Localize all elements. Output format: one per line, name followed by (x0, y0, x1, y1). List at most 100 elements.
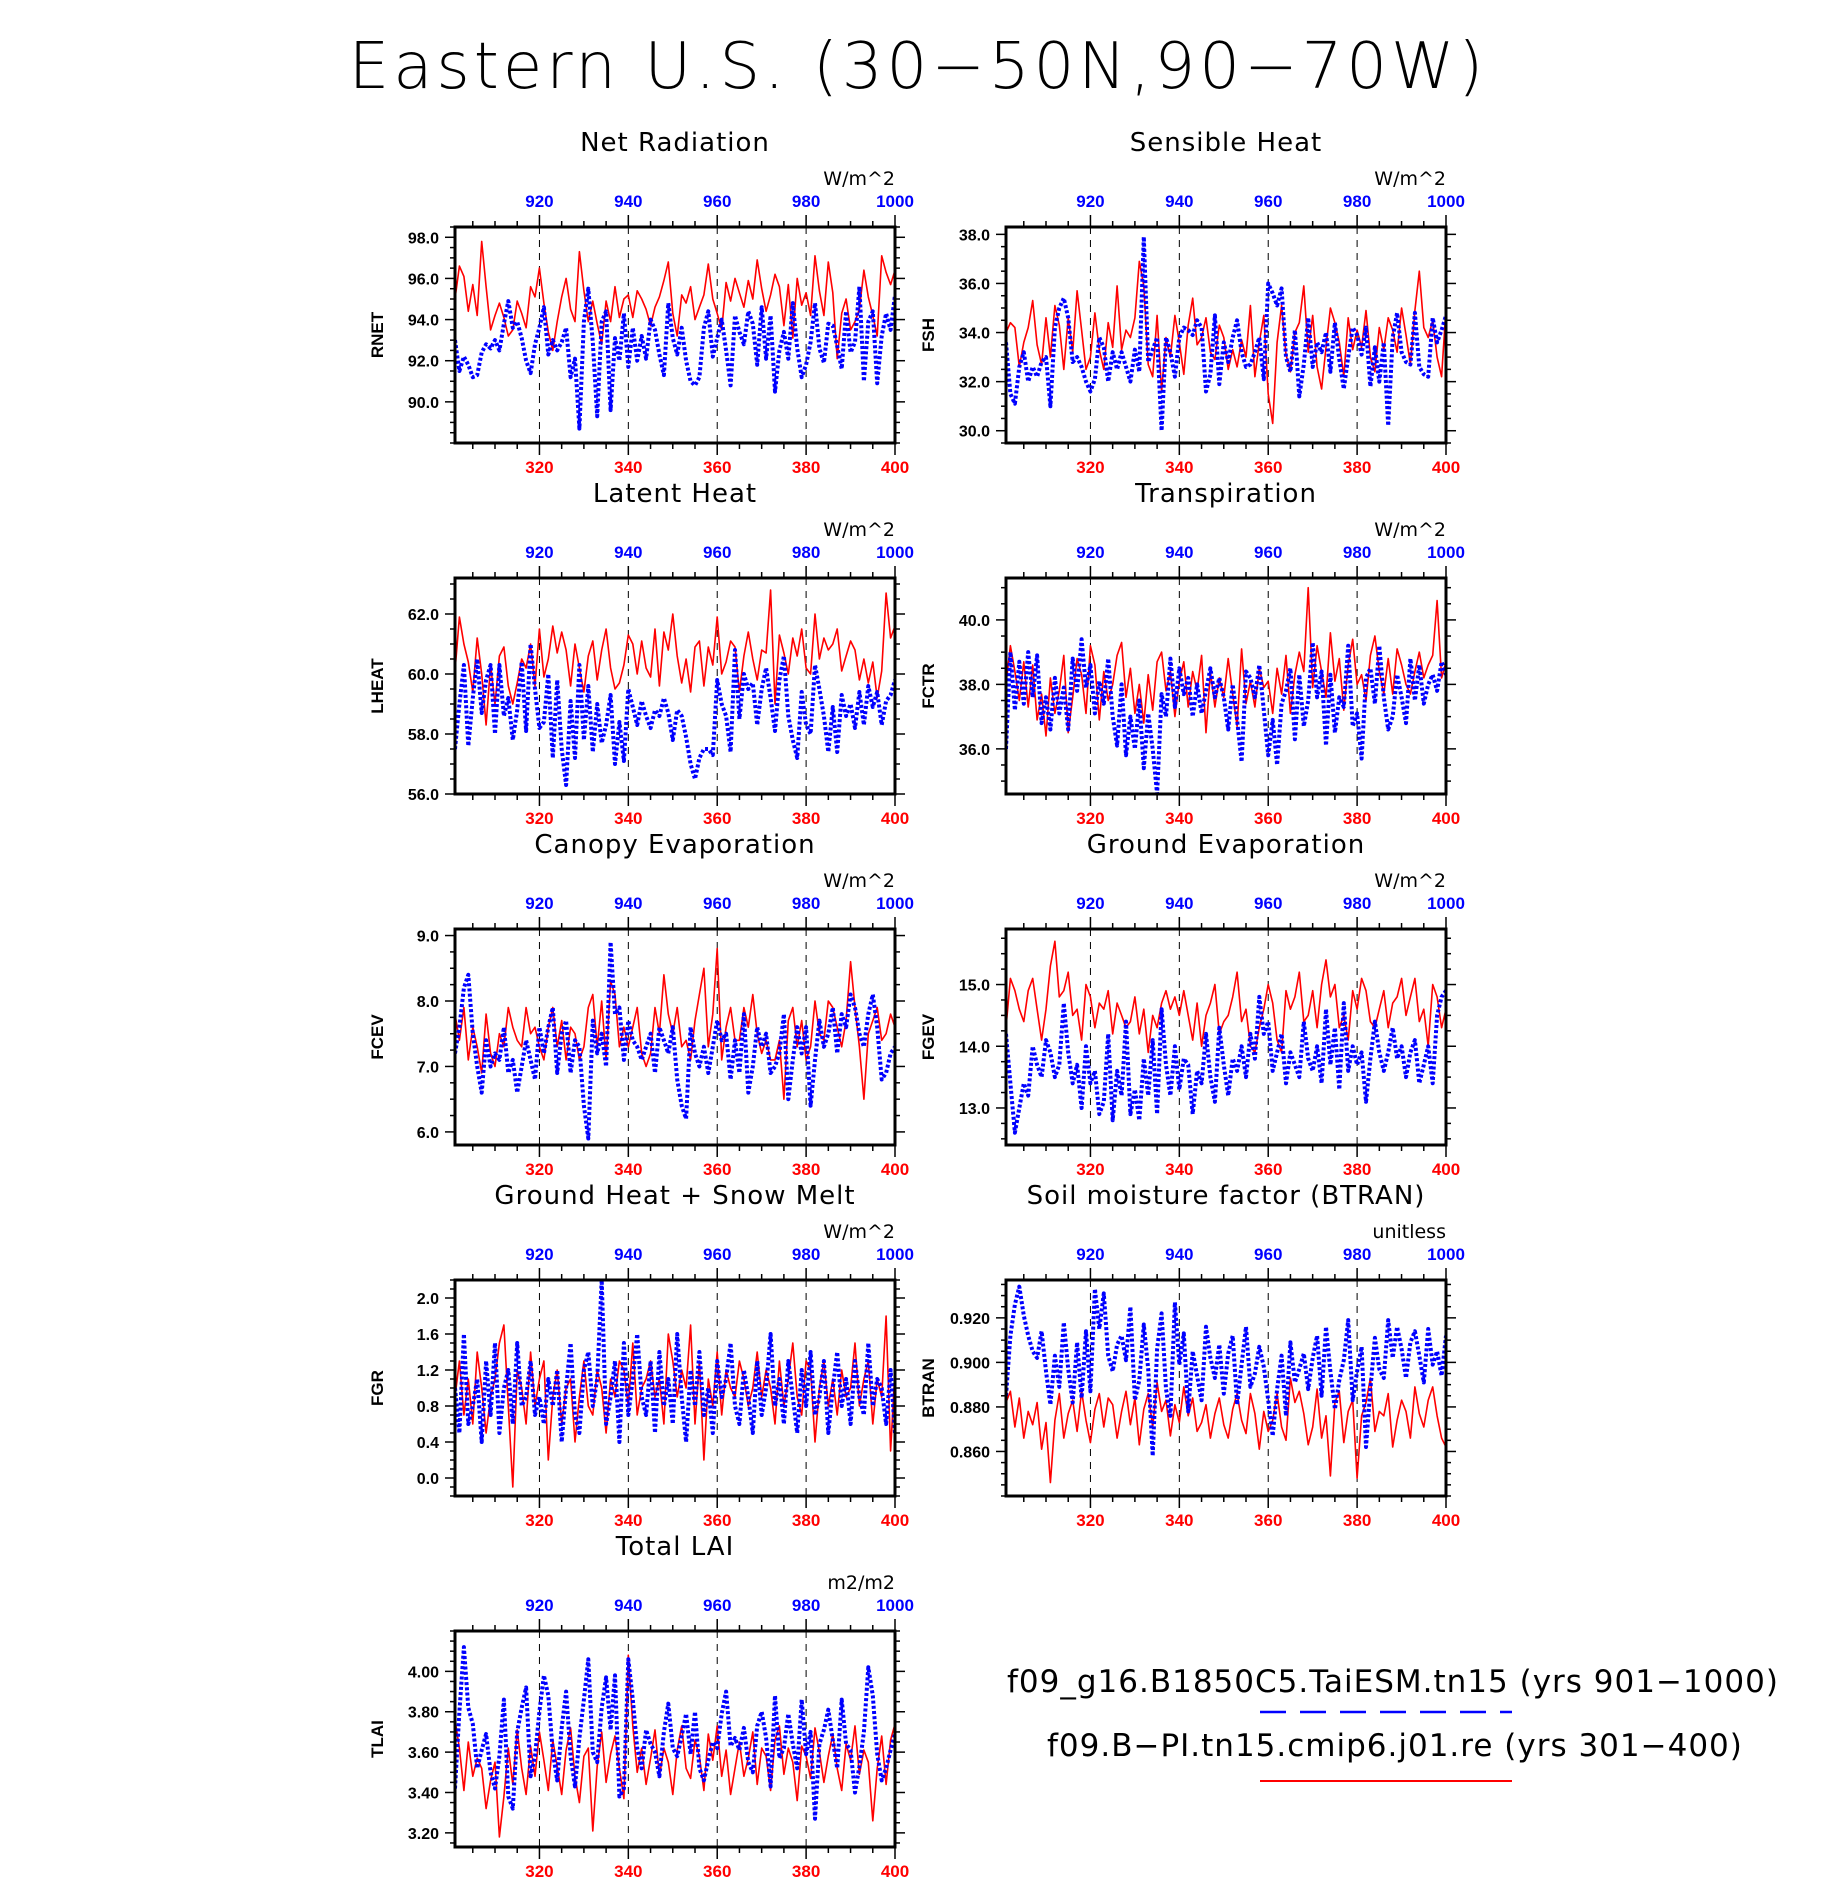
x-top-tick-label: 980 (1343, 192, 1371, 211)
y-tick-label: 98.0 (408, 230, 439, 247)
y-axis-label: TLAI (368, 1720, 387, 1758)
x-top-tick-label: 920 (525, 1245, 553, 1264)
chart-panel-fgr: Ground Heat + Snow Melt W/m^2 320 340 360 380… (368, 1181, 914, 1530)
x-bottom-tick-label: 340 (1165, 458, 1193, 477)
x-bottom-tick-label: 360 (1254, 1160, 1282, 1179)
x-top-tick-label: 980 (792, 1245, 820, 1264)
y-tick-label: 0.0 (417, 1471, 439, 1488)
y-tick-label: 34.0 (959, 326, 990, 343)
x-top-tick-label: 960 (703, 543, 731, 562)
y-tick-label: 15.0 (959, 978, 990, 995)
y-tick-label: 9.0 (417, 929, 439, 946)
x-bottom-tick-label: 320 (525, 458, 553, 477)
x-bottom-tick-label: 400 (881, 809, 909, 828)
x-top-tick-label: 920 (1076, 1245, 1104, 1264)
x-top-tick-label: 960 (703, 1245, 731, 1264)
units-label: W/m^2 (1374, 168, 1446, 190)
y-tick-label: 94.0 (408, 313, 439, 330)
x-top-tick-label: 980 (1343, 894, 1371, 913)
y-tick-label: 3.80 (408, 1705, 439, 1722)
series-line-blue (1006, 989, 1446, 1135)
chart-panel-fgev: Ground Evaporation W/m^2 320 340 360 380 400 92… (919, 830, 1465, 1179)
series-line-red (455, 947, 895, 1100)
x-top-tick-label: 1000 (876, 192, 914, 211)
series-line-blue (1006, 234, 1446, 433)
y-tick-label: 58.0 (408, 727, 439, 744)
x-top-tick-label: 940 (614, 1596, 642, 1615)
panel-title: Transpiration (1134, 479, 1317, 509)
y-tick-label: 30.0 (959, 424, 990, 441)
units-label: W/m^2 (823, 168, 895, 190)
x-top-tick-label: 960 (1254, 894, 1282, 913)
y-axis-label: FCTR (919, 663, 938, 708)
units-label: W/m^2 (823, 1221, 895, 1243)
x-top-tick-label: 1000 (1427, 894, 1465, 913)
x-bottom-tick-label: 340 (1165, 1511, 1193, 1530)
x-bottom-tick-label: 400 (1432, 1511, 1460, 1530)
x-top-tick-label: 920 (525, 1596, 553, 1615)
series-line-blue (1006, 637, 1446, 794)
y-tick-label: 7.0 (417, 1059, 439, 1076)
plot-frame (453, 927, 897, 1147)
x-bottom-tick-label: 360 (703, 1160, 731, 1179)
x-top-tick-label: 960 (1254, 1245, 1282, 1264)
x-bottom-tick-label: 340 (1165, 809, 1193, 828)
y-axis-label: FGR (368, 1370, 387, 1406)
x-top-tick-label: 940 (614, 894, 642, 913)
y-tick-label: 1.2 (417, 1363, 439, 1380)
plot-frame (1004, 1278, 1448, 1498)
panel-title: Canopy Evaporation (534, 830, 815, 860)
page-title: Eastern U.S. (30−50N,90−70W) (348, 30, 1488, 104)
x-bottom-tick-label: 380 (792, 458, 820, 477)
x-bottom-tick-label: 400 (1432, 1160, 1460, 1179)
y-axis-label: FSH (919, 318, 938, 352)
x-bottom-tick-label: 320 (525, 1511, 553, 1530)
x-bottom-tick-label: 320 (1076, 1160, 1104, 1179)
plot-frame (453, 576, 897, 796)
x-bottom-tick-label: 400 (1432, 458, 1460, 477)
plot-frame (453, 1278, 897, 1498)
y-tick-label: 92.0 (408, 354, 439, 371)
x-top-tick-label: 920 (1076, 894, 1104, 913)
units-label: unitless (1372, 1221, 1446, 1243)
x-bottom-tick-label: 340 (614, 809, 642, 828)
x-top-tick-label: 940 (614, 1245, 642, 1264)
y-tick-label: 32.0 (959, 375, 990, 392)
x-top-tick-label: 1000 (1427, 543, 1465, 562)
y-tick-label: 8.0 (417, 994, 439, 1011)
y-axis-label: RNET (368, 311, 387, 358)
y-axis-label: FCEV (368, 1014, 387, 1060)
y-tick-label: 40.0 (959, 613, 990, 630)
y-tick-label: 0.860 (950, 1444, 990, 1461)
x-top-tick-label: 1000 (876, 1245, 914, 1264)
chart-panel-rnet: Net Radiation W/m^2 320 340 360 380 400 920 940 9… (368, 128, 914, 477)
x-bottom-tick-label: 400 (881, 1160, 909, 1179)
series-line-blue (1006, 1284, 1446, 1458)
units-label: W/m^2 (823, 519, 895, 541)
y-tick-label: 3.60 (408, 1745, 439, 1762)
x-top-tick-label: 920 (525, 192, 553, 211)
x-top-tick-label: 920 (1076, 543, 1104, 562)
series-line-blue (455, 940, 895, 1141)
x-bottom-tick-label: 320 (525, 809, 553, 828)
x-top-tick-label: 980 (1343, 543, 1371, 562)
x-top-tick-label: 960 (703, 1596, 731, 1615)
units-label: W/m^2 (1374, 519, 1446, 541)
x-bottom-tick-label: 360 (1254, 1511, 1282, 1530)
x-bottom-tick-label: 340 (614, 1862, 642, 1881)
y-tick-label: 56.0 (408, 787, 439, 804)
chart-panel-lheat: Latent Heat W/m^2 320 340 360 380 400 920 940 960… (368, 479, 914, 828)
series-line-red (1006, 586, 1446, 737)
y-tick-label: 3.20 (408, 1826, 439, 1843)
x-top-tick-label: 940 (1165, 543, 1193, 562)
panel-title: Soil moisture factor (BTRAN) (1027, 1181, 1426, 1211)
x-top-tick-label: 980 (792, 543, 820, 562)
x-top-tick-label: 920 (525, 894, 553, 913)
x-bottom-tick-label: 380 (1343, 1160, 1371, 1179)
y-tick-label: 0.8 (417, 1399, 439, 1416)
x-top-tick-label: 980 (1343, 1245, 1371, 1264)
y-tick-label: 4.00 (408, 1664, 439, 1681)
x-top-tick-label: 1000 (876, 543, 914, 562)
x-bottom-tick-label: 320 (1076, 809, 1104, 828)
